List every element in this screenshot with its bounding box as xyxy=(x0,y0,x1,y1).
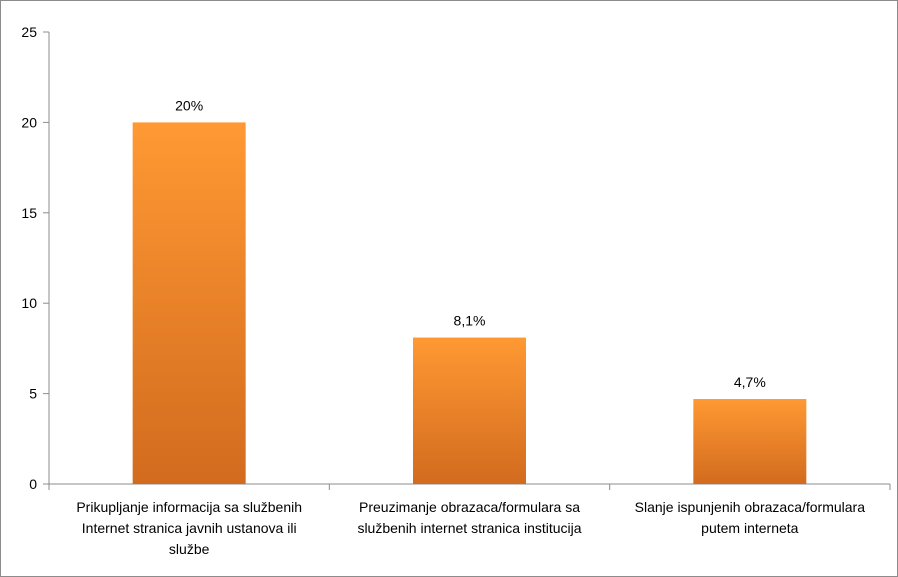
y-tick-label: 25 xyxy=(21,24,37,40)
data-label: 8,1% xyxy=(454,313,486,329)
y-tick-label: 15 xyxy=(21,205,37,221)
category-label: službenih internet stranica institucija xyxy=(357,520,581,536)
y-tick-label: 20 xyxy=(21,114,37,130)
y-tick-label: 10 xyxy=(21,295,37,311)
category-label: Internet stranica javnih ustanova ili xyxy=(82,520,297,536)
category-label: Slanje ispunjenih obrazaca/formulara xyxy=(635,499,866,515)
y-tick-label: 5 xyxy=(29,386,37,402)
data-label: 4,7% xyxy=(734,374,766,390)
data-label: 20% xyxy=(175,97,203,113)
bar xyxy=(693,399,807,484)
labels: 0 5 10 15 20 25 20% Prikupljanje informacija sa… xyxy=(21,24,865,557)
bar xyxy=(132,122,246,485)
category-label: Preuzimanje obrazaca/formulara sa xyxy=(359,499,580,515)
category-label: službe xyxy=(169,541,210,557)
bar xyxy=(413,337,526,484)
y-tick-label: 0 xyxy=(29,476,37,492)
category-label: putem interneta xyxy=(701,520,798,536)
bars xyxy=(132,122,807,485)
category-label: Prikupljanje informacija sa službenih xyxy=(76,499,302,515)
